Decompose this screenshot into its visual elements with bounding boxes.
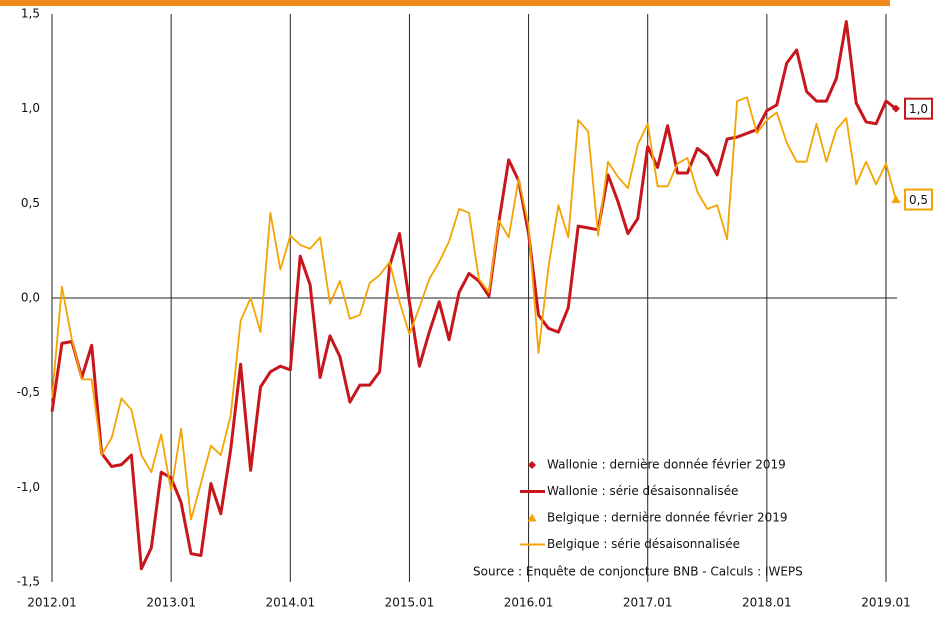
value-label: 0,5	[909, 193, 928, 207]
value-label-box	[904, 188, 933, 211]
legend-label: Belgique : dernière donnée février 2019	[547, 511, 788, 525]
x-tick-label: 2013.01	[146, 596, 196, 610]
y-tick-label: 0,5	[21, 196, 40, 210]
header-bar	[0, 0, 890, 6]
y-tick-label: -0,5	[17, 385, 40, 399]
legend-label: Belgique : série désaisonnalisée	[547, 537, 740, 551]
marker	[528, 461, 536, 469]
y-tick-label: 0,0	[21, 291, 40, 305]
y-tick-label: 1,5	[21, 7, 40, 21]
legend-label: Wallonie : série désaisonnalisée	[547, 484, 738, 498]
x-tick-label: 2019.01	[861, 596, 911, 610]
x-tick-label: 2012.01	[27, 596, 77, 610]
value-label-box	[904, 97, 933, 120]
legend-label: Wallonie : dernière donnée février 2019	[547, 458, 786, 472]
x-tick-label: 2016.01	[504, 596, 554, 610]
y-tick-label: -1,5	[17, 575, 40, 589]
x-tick-label: 2014.01	[265, 596, 315, 610]
y-tick-label: -1,0	[17, 480, 40, 494]
value-label: 1,0	[909, 102, 928, 116]
x-tick-label: 2018.01	[742, 596, 792, 610]
source-note: Source : Enquête de conjoncture BNB - Ca…	[473, 565, 803, 579]
x-tick-label: 2017.01	[623, 596, 673, 610]
marker	[527, 513, 537, 522]
y-tick-label: 1,0	[21, 101, 40, 115]
x-tick-label: 2015.01	[385, 596, 435, 610]
series-line	[50, 20, 897, 571]
series-line	[51, 96, 897, 521]
